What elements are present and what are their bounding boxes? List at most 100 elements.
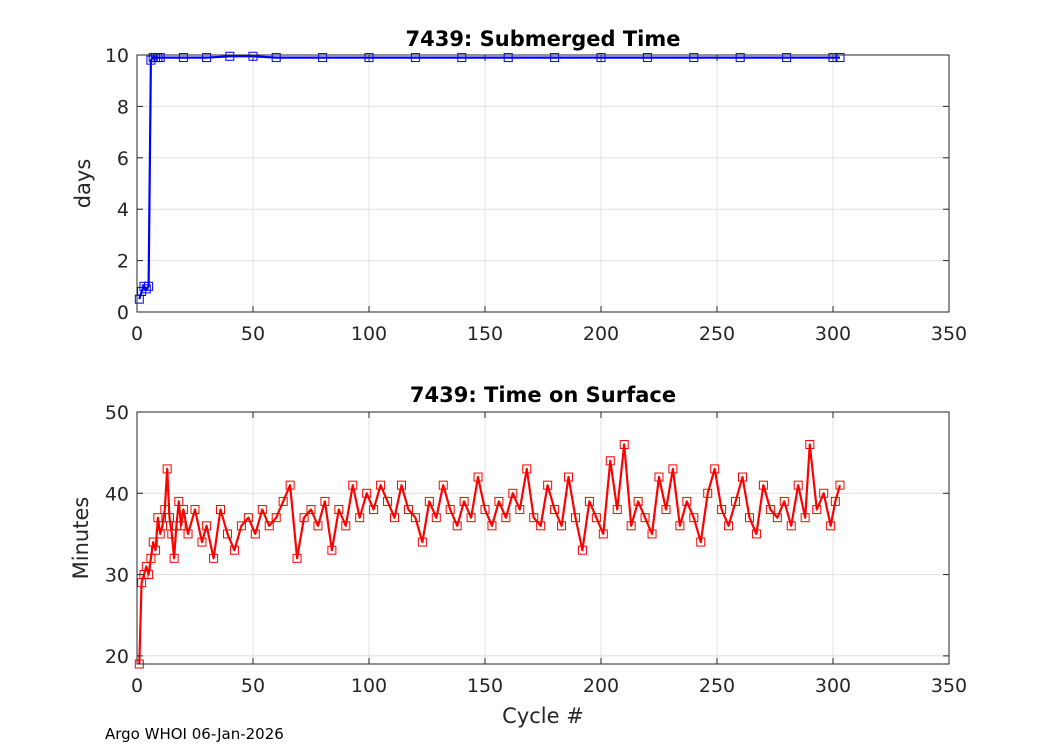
chart-2-data-point bbox=[362, 488, 372, 498]
chart-2-data-point bbox=[438, 480, 448, 490]
chart-2-data-point bbox=[577, 545, 587, 555]
chart-2-data-point bbox=[299, 513, 309, 523]
chart-2-data-point bbox=[703, 488, 713, 498]
chart-1-data-point bbox=[503, 53, 513, 63]
chart-2-data-point bbox=[529, 513, 539, 523]
chart-1-data-point bbox=[735, 53, 745, 63]
chart-1-data-point bbox=[596, 53, 606, 63]
chart-1-y-tick-label: 0 bbox=[117, 302, 129, 324]
chart-2-data-point bbox=[626, 521, 636, 531]
chart-1-data-point bbox=[141, 284, 151, 294]
chart-2-data-point bbox=[376, 480, 386, 490]
chart-2-data-point bbox=[710, 464, 720, 474]
chart-2-data-point bbox=[487, 521, 497, 531]
chart-2-data-point bbox=[805, 440, 815, 450]
chart-1-y-tick-label: 2 bbox=[117, 251, 129, 273]
chart-1-data-point bbox=[144, 281, 154, 291]
chart-2-data-point bbox=[557, 521, 567, 531]
chart-1-data-point bbox=[550, 53, 560, 63]
chart-2-data-point bbox=[369, 505, 379, 515]
chart-2-data-point bbox=[654, 472, 664, 482]
chart-2-y-tick-label: 50 bbox=[105, 402, 129, 424]
chart-2-data-point bbox=[236, 521, 246, 531]
chart-2-data-point bbox=[819, 488, 829, 498]
chart-2-data-point bbox=[417, 537, 427, 547]
chart-1-y-tick-label: 4 bbox=[117, 199, 129, 221]
chart-2-data-point bbox=[285, 480, 295, 490]
chart-1-data-point bbox=[202, 53, 212, 63]
chart-2-data-point bbox=[744, 513, 754, 523]
chart-2-data-point bbox=[158, 521, 168, 531]
chart-1-y-tick-label: 6 bbox=[117, 148, 129, 170]
chart-2-data-point bbox=[355, 513, 365, 523]
chart-2-data-point bbox=[183, 529, 193, 539]
chart-2-data-point bbox=[786, 521, 796, 531]
chart-2-data-point bbox=[564, 472, 574, 482]
chart-2-data-point bbox=[480, 505, 490, 515]
footer-credit: Argo WHOI 06-Jan-2026 bbox=[105, 725, 284, 743]
chart-2-data-point bbox=[668, 464, 678, 474]
chart-2-data-point bbox=[197, 537, 207, 547]
chart-2-data-point bbox=[501, 513, 511, 523]
chart-2-data-point bbox=[445, 505, 455, 515]
chart-1-data-point bbox=[642, 53, 652, 63]
chart-2-axes-box bbox=[136, 411, 950, 665]
chart-1-data-point bbox=[137, 286, 147, 296]
chart-2-data-point bbox=[494, 496, 504, 506]
chart-2-data-point bbox=[661, 505, 671, 515]
chart-2-data-point bbox=[271, 513, 281, 523]
chart-2-data-point bbox=[383, 496, 393, 506]
chart-1-data-point bbox=[410, 53, 420, 63]
chart-2-data-point bbox=[765, 505, 775, 515]
chart-2-data-point bbox=[751, 529, 761, 539]
chart-2-x-tick-label: 250 bbox=[699, 675, 735, 697]
chart-2-data-point bbox=[190, 505, 200, 515]
chart-2-data-point bbox=[647, 529, 657, 539]
chart-2-data-point bbox=[153, 513, 163, 523]
chart-2-x-axis-label: Cycle # bbox=[502, 704, 584, 728]
chart-1-data-point bbox=[139, 281, 149, 291]
chart-2-data-point bbox=[216, 505, 226, 515]
chart-2-x-tick-label: 50 bbox=[241, 675, 265, 697]
chart-2-data-point bbox=[320, 496, 330, 506]
chart-1-data-point bbox=[146, 55, 156, 65]
chart-2-data-point bbox=[591, 513, 601, 523]
chart-1-data-point bbox=[318, 53, 328, 63]
chart-1-plot-area bbox=[137, 55, 949, 312]
chart-2-data-point bbox=[826, 521, 836, 531]
chart-2-data-point bbox=[348, 480, 358, 490]
chart-1-data-point bbox=[225, 51, 235, 61]
chart-2-data-point bbox=[209, 553, 219, 563]
chart-2-y-axis-label: Minutes bbox=[69, 497, 93, 580]
chart-2-data-point bbox=[144, 570, 154, 580]
chart-2-data-point bbox=[605, 456, 615, 466]
chart-1-x-tick-label: 200 bbox=[583, 323, 619, 345]
chart-2-data-point bbox=[584, 496, 594, 506]
chart-2-data-point bbox=[278, 496, 288, 506]
chart-2-data-point bbox=[292, 553, 302, 563]
chart-2-data-point bbox=[800, 513, 810, 523]
chart-2-data-point bbox=[835, 480, 845, 490]
chart-2-data-point bbox=[543, 480, 553, 490]
chart-2-data-point bbox=[167, 529, 177, 539]
chart-1-axes-box bbox=[136, 54, 950, 313]
chart-1-data-point bbox=[271, 53, 281, 63]
chart-1-x-tick-label: 250 bbox=[699, 323, 735, 345]
chart-2-data-point bbox=[640, 513, 650, 523]
chart-2-y-tick-label: 40 bbox=[105, 483, 129, 505]
chart-2-data-point bbox=[151, 545, 161, 555]
chart-2-data-point bbox=[633, 496, 643, 506]
chart-2-data-point bbox=[424, 496, 434, 506]
chart-2-data-point bbox=[164, 513, 174, 523]
chart-1-title: 7439: Submerged Time bbox=[405, 27, 680, 51]
chart-2-data-point bbox=[570, 513, 580, 523]
chart-1-x-tick-label: 150 bbox=[467, 323, 503, 345]
chart-1-x-tick-label: 50 bbox=[241, 323, 265, 345]
chart-2-x-tick-label: 200 bbox=[583, 675, 619, 697]
chart-2-data-point bbox=[178, 505, 188, 515]
chart-2-x-tick-label: 0 bbox=[131, 675, 143, 697]
chart-1-x-tick-label: 350 bbox=[931, 323, 967, 345]
chart-2-data-point bbox=[473, 472, 483, 482]
chart-1-series-line bbox=[138, 55, 840, 300]
